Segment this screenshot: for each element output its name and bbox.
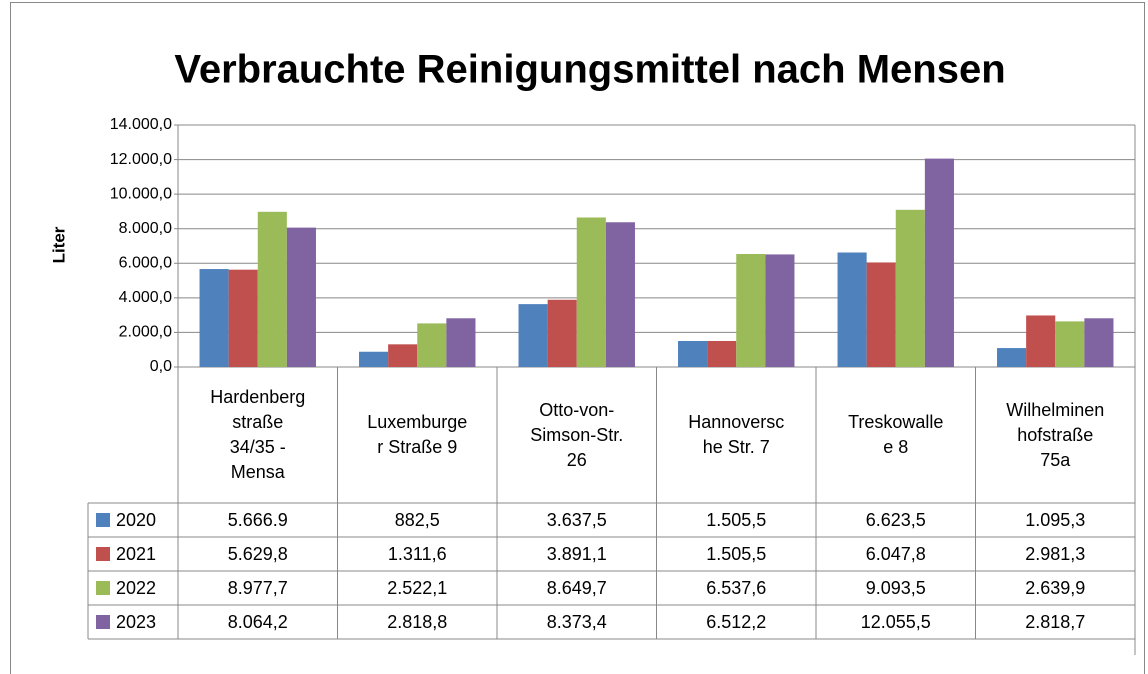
table-value: 6.537,6 [706, 577, 767, 598]
y-tick-label: 14.000,0 [110, 116, 172, 133]
table-value: 8.649,7 [546, 577, 607, 598]
category-label: Hannoversc he Str. 7 [688, 412, 785, 457]
legend-label: 2021 [116, 544, 156, 564]
legend-label: 2022 [116, 578, 156, 598]
bar [1026, 315, 1056, 367]
bar [286, 227, 316, 367]
table-value: 3.891,1 [546, 543, 607, 564]
table-value: 2.981,3 [1025, 543, 1086, 564]
bar [997, 348, 1027, 367]
category-label: Hardenberg straße 34/35 - Mensa [210, 387, 306, 482]
table-value: 2.522,1 [387, 577, 448, 598]
table-value: 1.095,3 [1025, 509, 1086, 530]
table-value: 5.666.9 [227, 509, 288, 530]
table-value: 1.505,5 [706, 509, 767, 530]
bar [228, 269, 258, 367]
y-tick-label: 12.000,0 [110, 151, 172, 168]
bar [1084, 318, 1114, 367]
y-tick-label: 10.000,0 [110, 185, 172, 202]
bar [547, 299, 577, 367]
table-value: 12.055,5 [860, 611, 931, 632]
table-value: 8.373,4 [546, 611, 607, 632]
y-tick-label: 0,0 [150, 358, 172, 375]
table-value: 3.637,5 [546, 509, 607, 530]
bar [605, 222, 635, 367]
table-value: 1.505,5 [706, 543, 767, 564]
bar [518, 304, 548, 367]
category-label: Wilhelminen hofstraße 75a [1006, 399, 1105, 470]
y-tick-label: 4.000,0 [119, 289, 172, 306]
bar [1055, 321, 1085, 367]
y-tick-label: 2.000,0 [119, 324, 172, 341]
bar [199, 269, 229, 367]
y-tick-label: 6.000,0 [119, 255, 172, 272]
table-value: 2.818,8 [387, 611, 448, 632]
legend-label: 2020 [116, 510, 156, 530]
table-value: 2.639,9 [1025, 577, 1086, 598]
table-value: 8.064,2 [227, 611, 288, 632]
table-value: 882,5 [394, 509, 440, 530]
table-value: 6.047,8 [865, 543, 926, 564]
bar [765, 254, 795, 367]
bar [388, 344, 418, 367]
table-value: 1.311,6 [387, 543, 447, 564]
table-value: 2.818,7 [1025, 611, 1086, 632]
legend-key [96, 513, 110, 527]
bar [446, 318, 476, 367]
legend-key [96, 581, 110, 595]
table-value: 8.977,7 [227, 577, 288, 598]
chart-title: Verbrauchte Reinigungsmittel nach Mensen [174, 48, 1005, 92]
bar [866, 262, 896, 367]
bar [837, 252, 867, 367]
bar [417, 323, 447, 367]
y-tick-label: 8.000,0 [119, 220, 172, 237]
bar [924, 158, 954, 367]
legend-key [96, 547, 110, 561]
category-label: Treskowalle e 8 [848, 412, 944, 457]
category-label: Otto-von- Simson-Str. 26 [530, 399, 624, 470]
table-value: 6.512,2 [706, 611, 767, 632]
legend-label: 2023 [116, 612, 156, 632]
bar [359, 351, 389, 367]
bar [895, 209, 925, 367]
table-value: 5.629,8 [227, 543, 288, 564]
bar [707, 340, 737, 367]
bar [736, 253, 766, 367]
legend-key [96, 615, 110, 629]
category-label: Luxemburge r Straße 9 [367, 412, 468, 457]
y-axis-label: Liter [49, 226, 68, 263]
bar [257, 211, 287, 367]
chart-border [10, 2, 1145, 674]
bar [576, 217, 606, 367]
bar [678, 340, 708, 367]
table-value: 6.623,5 [865, 509, 926, 530]
table-value: 9.093,5 [865, 577, 926, 598]
